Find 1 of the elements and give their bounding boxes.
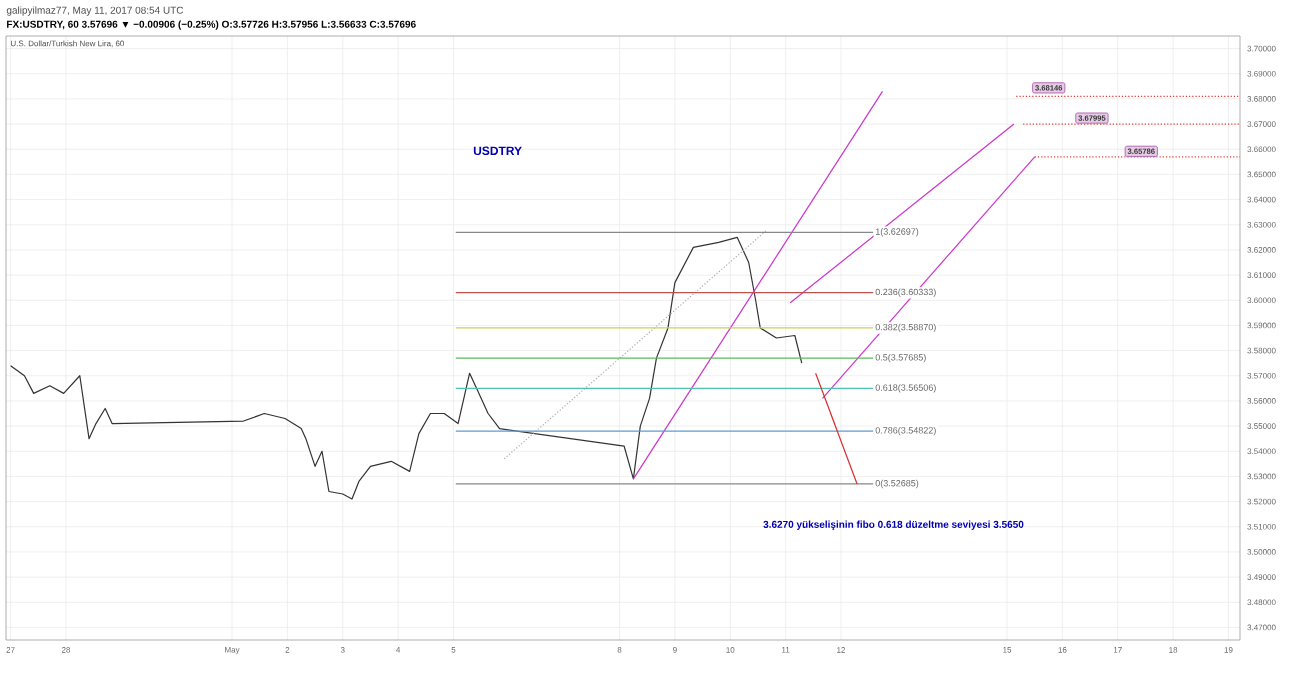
line-series bbox=[10, 236, 803, 500]
